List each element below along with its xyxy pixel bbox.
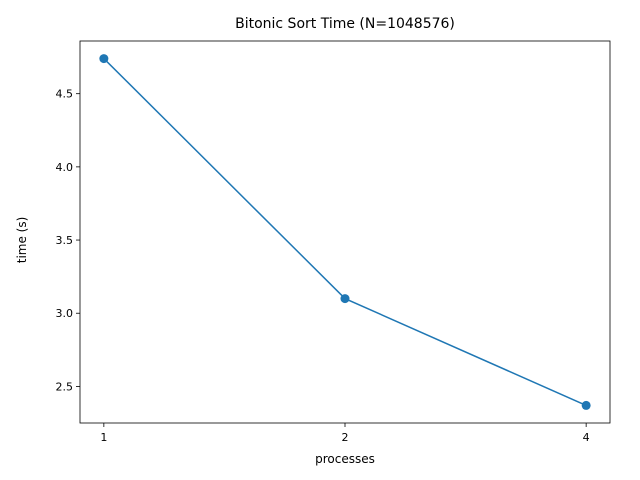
data-point — [340, 294, 350, 304]
y-axis-label: time (s) — [15, 217, 29, 264]
plot-area: 1 2 4 2.5 3.0 3.5 4.0 4.5 — [56, 40, 611, 444]
y-tick-label: 3.0 — [56, 307, 74, 320]
x-tick-label: 1 — [100, 431, 107, 444]
chart-title: Bitonic Sort Time (N=1048576) — [235, 16, 455, 32]
x-tick-label: 2 — [342, 431, 349, 444]
data-point — [581, 400, 591, 410]
y-tick-label: 4.5 — [56, 88, 74, 101]
y-tick-label: 2.5 — [56, 380, 74, 393]
data-point — [99, 54, 109, 64]
series-line — [103, 58, 587, 407]
y-tick-label: 3.5 — [56, 234, 74, 247]
x-axis-label: processes — [315, 452, 375, 466]
y-tick-label: 4.0 — [56, 161, 74, 174]
x-tick-label: 4 — [583, 431, 590, 444]
plot-frame — [79, 40, 611, 424]
